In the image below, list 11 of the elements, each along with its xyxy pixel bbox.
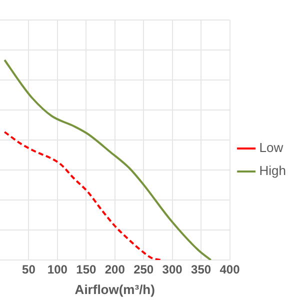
x-tick-label: 50: [22, 262, 36, 277]
legend-label: High: [259, 163, 286, 178]
x-tick-label: 350: [191, 262, 212, 277]
legend-label: Low: [259, 140, 284, 156]
x-tick-label: 250: [134, 262, 154, 277]
x-tick-label: 400: [220, 262, 240, 277]
x-tick-label: 150: [76, 262, 96, 277]
x-axis-title: Airflow(m³/h): [74, 282, 155, 297]
x-tick-label: 300: [162, 262, 183, 277]
x-tick-label: 100: [47, 262, 68, 277]
x-tick-label: 200: [104, 262, 126, 277]
